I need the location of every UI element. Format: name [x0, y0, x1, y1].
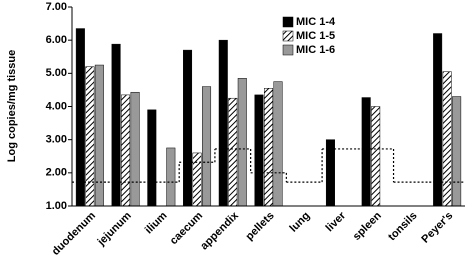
y-tick-label: 7.00: [46, 1, 67, 13]
bar: [361, 97, 371, 207]
bar: [452, 96, 462, 207]
x-tick-label: tonsils: [386, 210, 420, 244]
y-tick-label: 2.00: [46, 167, 67, 179]
bar: [254, 94, 264, 207]
bar: [264, 88, 273, 207]
bar: [192, 152, 202, 207]
x-tick-label: pellets: [244, 210, 277, 243]
x-tick-label: ilium: [143, 210, 170, 237]
legend-label: MIC 1-4: [296, 16, 336, 28]
x-tick-label: Peyer's: [419, 210, 455, 246]
bar: [85, 66, 95, 207]
legend-swatch: [282, 30, 294, 42]
x-tick-label: lung: [288, 210, 313, 235]
x-tick-label: appendix: [198, 209, 241, 252]
legend-swatch: [282, 44, 294, 56]
bar: [130, 91, 140, 207]
y-tick-label: 1.00: [46, 200, 67, 212]
bar: [183, 49, 193, 207]
bar: [237, 78, 247, 207]
y-tick-label: 3.00: [46, 134, 67, 146]
bar: [121, 94, 131, 207]
x-tick-label: spleen: [351, 210, 384, 243]
legend-label: MIC 1-5: [296, 30, 335, 42]
bar: [442, 71, 452, 207]
bar: [273, 81, 283, 207]
bar: [202, 86, 212, 207]
bar: [228, 97, 238, 207]
legend-label: MIC 1-6: [296, 44, 335, 56]
y-tick-label: 5.00: [46, 67, 67, 79]
x-tick-label: jejunum: [95, 210, 134, 249]
bar: [147, 109, 157, 207]
x-tick-label: duodenum: [50, 210, 98, 258]
legend-swatch: [282, 16, 294, 28]
bar: [218, 39, 228, 207]
bar: [371, 106, 381, 207]
bar: [325, 139, 335, 207]
y-tick-label: 4.00: [46, 100, 67, 112]
bar: [433, 33, 443, 207]
bar: [166, 147, 176, 207]
y-tick-label: 6.00: [46, 34, 67, 46]
bar: [75, 28, 85, 207]
x-tick-label: liver: [324, 209, 349, 234]
bar: [94, 64, 104, 207]
y-axis-label: Log copies/mg tissue: [6, 50, 18, 162]
